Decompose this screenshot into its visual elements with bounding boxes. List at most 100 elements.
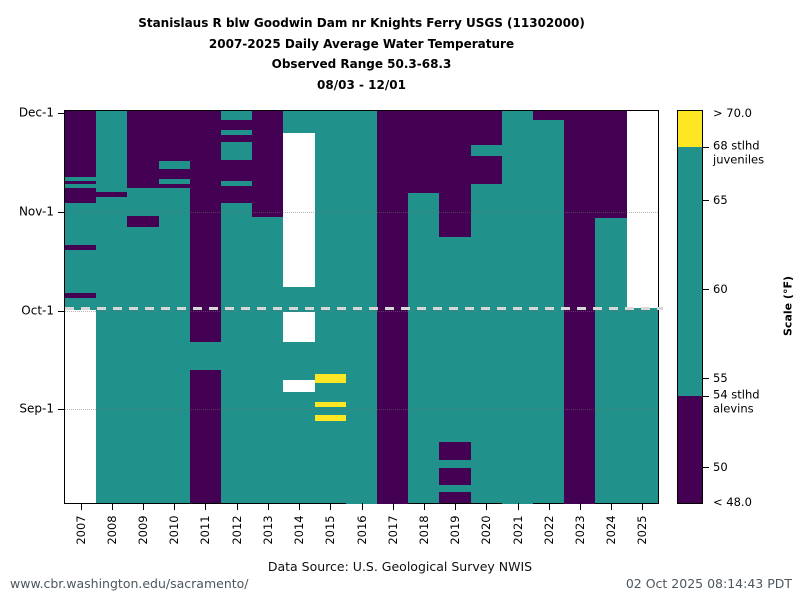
x-tick: [486, 503, 488, 510]
temp-band-segment: [252, 111, 284, 218]
x-tick: [299, 503, 301, 510]
x-tick: [361, 503, 363, 510]
temp-band-segment: [221, 129, 253, 136]
temp-band-segment: [283, 341, 315, 381]
observed-range-label: Observed Range 50.3-68.3: [271, 57, 452, 71]
x-tick: [423, 503, 425, 510]
temp-band-segment: [314, 374, 346, 384]
date-window-label: 08/03 - 12/01: [317, 77, 406, 92]
temp-band-segment: [189, 111, 222, 343]
colorbar-segment: [678, 395, 702, 503]
temp-band-segment: [158, 161, 190, 170]
month-gridline: [65, 408, 658, 410]
y-tick-label-oct-1: Oct-1: [21, 303, 54, 318]
temp-band-segment: [65, 292, 97, 299]
colorbar-tick-label: < 48.0: [713, 495, 752, 510]
x-tick-label-2014: 2014: [292, 515, 307, 545]
x-tick: [642, 503, 644, 510]
month-gridline: [65, 212, 658, 214]
temp-band-segment: [595, 218, 627, 504]
colorbar-segment: [678, 111, 702, 147]
x-tick-label-2013: 2013: [260, 515, 275, 545]
timestamp-text: 02 Oct 2025 08:14:43 PDT: [625, 576, 792, 591]
temp-band-segment: [626, 111, 658, 309]
temp-band-segment: [127, 216, 159, 228]
temp-band-segment: [283, 379, 315, 393]
x-tick: [236, 503, 238, 510]
temp-band-segment: [221, 120, 253, 131]
colorbar-tick-label: 65: [713, 192, 728, 207]
temp-band-segment: [221, 160, 253, 182]
temp-band-segment: [221, 141, 253, 161]
temp-band-segment: [65, 245, 97, 251]
temp-band-segment: [439, 468, 471, 486]
temp-band-segment: [470, 183, 502, 504]
heatmap-column-2007: [65, 111, 97, 504]
chart-title: Stanislaus R blw Goodwin Dam nr Knights …: [138, 16, 585, 30]
temp-band-segment: [96, 111, 128, 193]
temp-band-segment: [283, 312, 315, 343]
chart-title-block: Stanislaus R blw Goodwin Dam nr Knights …: [65, 13, 658, 95]
colorbar-tick: [703, 467, 709, 469]
x-tick: [267, 503, 269, 510]
temp-band-segment: [626, 308, 658, 504]
temp-band-segment: [127, 111, 159, 189]
temp-band-segment: [221, 185, 253, 204]
temp-band-segment: [439, 484, 471, 493]
colorbar-tick: [703, 146, 709, 148]
temp-band-segment: [221, 203, 253, 504]
x-tick-label-2018: 2018: [416, 515, 431, 545]
y-tick-label-nov-1: Nov-1: [18, 204, 54, 219]
colorbar: > 70.0 68 stlhd juveniles 65 60 55 54 stlhd ale…: [677, 106, 764, 509]
temp-band-segment: [252, 216, 284, 504]
temp-band-segment: [439, 492, 471, 504]
colorbar-tick: [703, 378, 709, 380]
temp-band-segment: [158, 179, 190, 185]
temp-band-segment: [65, 181, 97, 185]
colorbar-tick-label: 54 stlhd alevins: [713, 387, 760, 416]
temp-band-segment: [470, 111, 502, 146]
chart-subtitle: 2007-2025 Daily Average Water Temperatur…: [208, 36, 515, 51]
temp-band-segment: [96, 192, 128, 198]
current-date-line: [65, 306, 663, 310]
y-tick-label-dec-1: Dec-1: [18, 105, 54, 120]
temp-band-segment: [158, 169, 190, 180]
colorbar-tick: [703, 199, 709, 201]
temp-band-segment: [189, 341, 222, 371]
x-tick-label-2008: 2008: [104, 515, 119, 545]
temp-band-segment: [65, 111, 97, 178]
temp-band-segment: [96, 196, 128, 504]
x-tick-label-2016: 2016: [354, 515, 369, 545]
heatmap-plot-area: Dec-1 Nov-1 Oct-1 Sep-1 2007 2008 2009 2010 201…: [19, 106, 663, 545]
temp-band-segment: [283, 111, 315, 134]
x-tick: [205, 503, 207, 510]
temp-band-segment: [283, 392, 315, 504]
temp-band-segment: [533, 111, 565, 121]
temp-band-segment: [65, 187, 97, 204]
month-gridline: [65, 310, 658, 312]
temp-band-segment: [158, 183, 190, 189]
x-tick-label-2007: 2007: [73, 515, 88, 545]
temp-band-segment: [314, 415, 346, 422]
y-tick-label-sep-1: Sep-1: [19, 401, 54, 416]
x-tick-label-2019: 2019: [448, 515, 463, 545]
temp-band-segment: [221, 181, 253, 187]
colorbar-tick: [703, 289, 709, 291]
temp-band-segment: [158, 111, 190, 162]
colorbar-tick-label: 50: [713, 460, 728, 475]
x-tick: [174, 503, 176, 510]
colorbar-tick-label: > 70.0: [713, 105, 752, 120]
x-tick: [611, 503, 613, 510]
temp-band-segment: [127, 187, 159, 217]
colorbar-axis-label: Scale (°F): [781, 276, 795, 336]
x-tick-label-2024: 2024: [604, 515, 619, 545]
temp-band-segment: [158, 187, 190, 504]
temp-band-segment: [65, 310, 97, 504]
temp-band-segment: [65, 203, 97, 246]
temp-band-segment: [314, 406, 346, 416]
y-tick: [58, 112, 65, 114]
colorbar-tick-label: 68 stlhd juveniles: [713, 138, 765, 167]
x-tick-label-2010: 2010: [167, 515, 182, 545]
temp-band-segment: [221, 134, 253, 143]
